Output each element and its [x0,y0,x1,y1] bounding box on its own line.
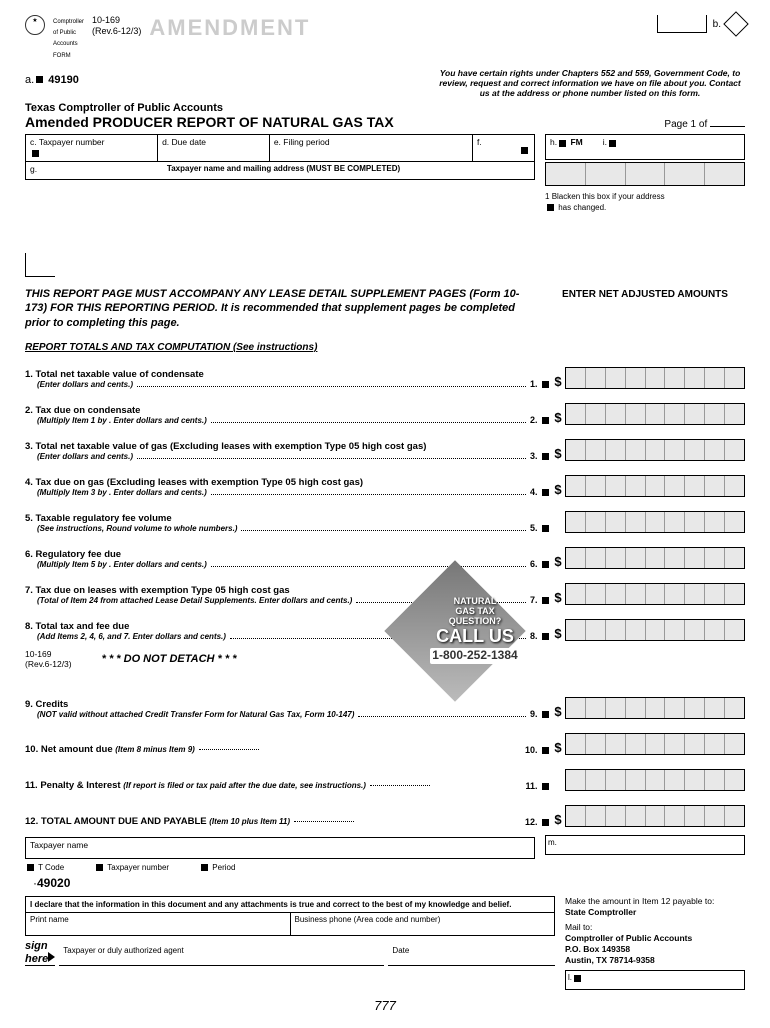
amount-field[interactable] [565,769,745,791]
sign-row: signhere Taxpayer or duly authorized age… [25,940,555,966]
line-item: 10. Net amount due (Item 8 minus Item 9)… [25,733,745,755]
payable-info: Make the amount in Item 12 payable to: S… [565,896,745,990]
amount-field[interactable] [565,805,745,827]
bottom-code-num: ·49020 [33,876,535,890]
page-indicator: Page 1 of [664,119,745,130]
h-label: h. FM [550,137,583,157]
amount-field[interactable] [565,511,745,533]
state-seal: ★ [25,15,45,35]
line-item: 2. Tax due on condensate(Multiply Item 1… [25,403,745,425]
sign-date[interactable]: Date [388,944,555,966]
g-label: g. [30,164,37,177]
title-row: Texas Comptroller of Public Accounts Ame… [25,102,745,130]
field-f[interactable]: f. [473,135,534,161]
addr-label: Taxpayer name and mailing address (MUST … [37,164,530,177]
business-phone[interactable]: Business phone (Area code and number) [291,913,555,935]
line-item: 12. TOTAL AMOUNT DUE AND PAYABLE (Item 1… [25,805,745,827]
line-item: 3. Total net taxable value of gas (Exclu… [25,439,745,461]
page-blank[interactable] [710,126,745,127]
field-e[interactable]: e. Filing period [270,135,473,161]
l-box[interactable]: l. [565,970,745,990]
sign-agent[interactable]: Taxpayer or duly authorized agent [59,944,384,966]
amount-field[interactable] [565,547,745,569]
footer-number: 777 [25,998,745,1013]
print-name[interactable]: Print name [26,913,291,935]
bottom-codes: T Code Taxpayer number Period [25,863,535,872]
call-us-badge: NATURAL GAS TAX QUESTION? CALL US 1-800-… [405,581,545,681]
field-d[interactable]: d. Due date [158,135,270,161]
line-item: 1. Total net taxable value of condensate… [25,367,745,389]
line-item: 9. Credits(NOT valid without attached Cr… [25,697,745,719]
form-title: Amended PRODUCER REPORT OF NATURAL GAS T… [25,114,394,130]
form-number: Comptrollerof PublicAccountsFORM [53,15,84,60]
sign-here-label: signhere [25,940,55,966]
b-underline [657,15,707,33]
line-item: 6. Regulatory fee due(Multiply Item 5 by… [25,547,745,569]
main-row: c. Taxpayer number d. Due date e. Filing… [25,134,745,213]
amendment-watermark: AMENDMENT [149,15,310,41]
line-item: 5. Taxable regulatory fee volume(See ins… [25,511,745,533]
left-col: c. Taxpayer number d. Due date e. Filing… [25,134,535,213]
b-label: b. [713,19,721,30]
line-item: 4. Tax due on gas (Excluding leases with… [25,475,745,497]
right-col: h. FM i. 1 Blacken this box if your addr… [545,134,745,213]
code-a: a. 49190 [25,74,79,86]
amount-field[interactable] [565,697,745,719]
enter-net-header: ENTER NET ADJUSTED AMOUNTS [545,289,745,300]
blacken-note: 1 Blacken this box if your address has c… [545,192,745,213]
corner-mark [25,253,55,277]
declaration: I declare that the information in this d… [25,896,555,913]
box-b: b. [657,15,745,33]
taxpayer-table: c. Taxpayer number d. Due date e. Filing… [25,134,535,162]
taxpayer-name-box[interactable]: Taxpayer name [25,837,535,859]
agency-name: Texas Comptroller of Public Accounts [25,102,394,114]
amount-field[interactable] [565,733,745,755]
amount-field[interactable] [565,367,745,389]
hi-grid[interactable] [545,162,745,186]
line-item: 11. Penalty & Interest (If report is fil… [25,769,745,791]
amount-field[interactable] [565,403,745,425]
amount-field[interactable] [565,439,745,461]
hi-box: h. FM i. [545,134,745,160]
line-items-2: 9. Credits(NOT valid without attached Cr… [25,697,745,827]
m-box[interactable]: m. [545,835,745,855]
header-row: ★ Comptrollerof PublicAccountsFORM 10-16… [25,15,745,60]
amount-field[interactable] [565,475,745,497]
i-label: i. [603,137,618,157]
addr-row[interactable]: g. Taxpayer name and mailing address (MU… [25,162,535,180]
field-c[interactable]: c. Taxpayer number [26,135,158,161]
header-left: ★ Comptrollerof PublicAccountsFORM 10-16… [25,15,310,60]
instruction-text: THIS REPORT PAGE MUST ACCOMPANY ANY LEAS… [25,287,535,330]
form-id: 10-169 (Rev.6-12/3) [92,15,141,37]
section-header: REPORT TOTALS AND TAX COMPUTATION (See i… [25,342,535,353]
rights-text: You have certain rights under Chapters 5… [435,68,745,99]
print-row: Print name Business phone (Area code and… [25,913,555,936]
diamond-icon [723,11,748,36]
